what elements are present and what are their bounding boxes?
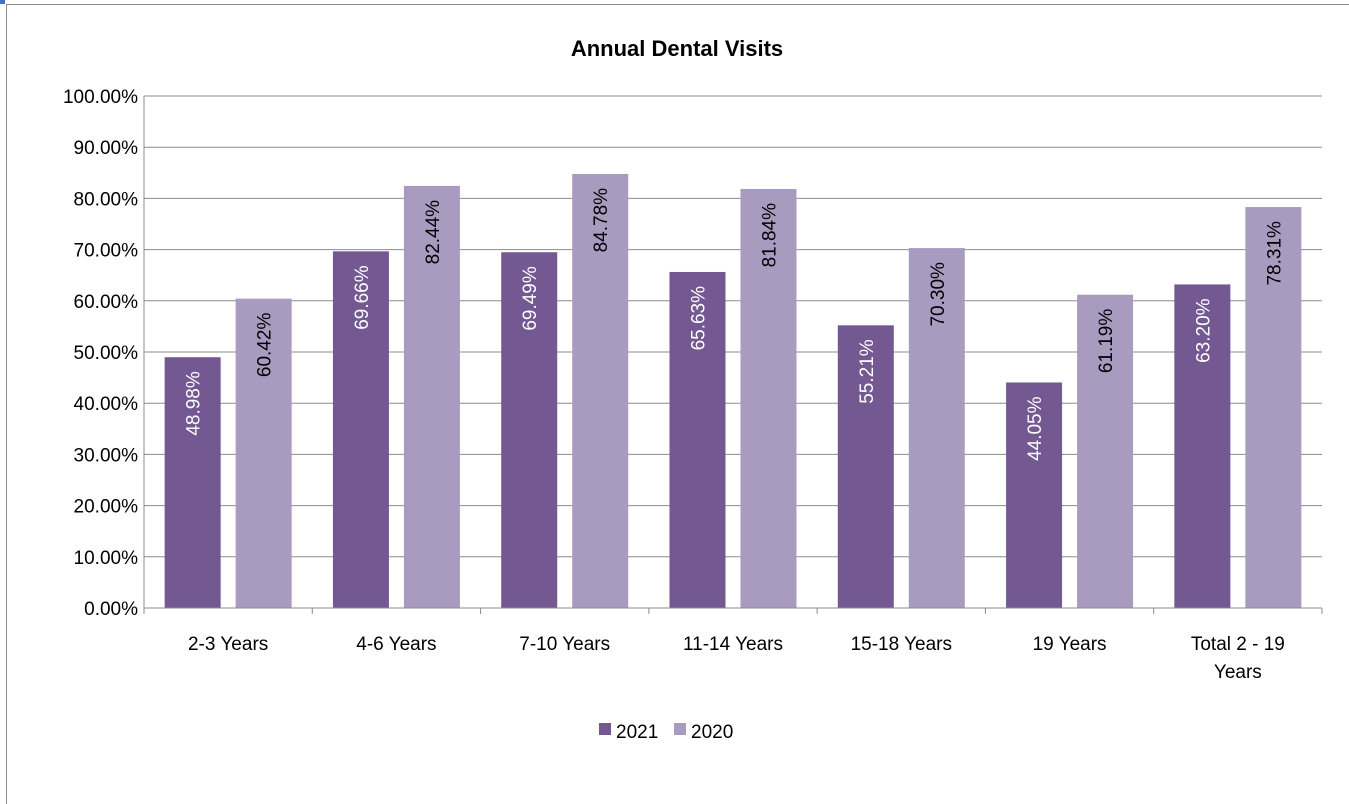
bar-2021: [332, 251, 389, 608]
x-tick-label: 2-3 Years: [188, 634, 268, 655]
x-tick-label: 11-14 Years: [683, 634, 783, 655]
legend-label-2021: 2021: [616, 722, 658, 743]
bar-2021: [1174, 284, 1231, 608]
x-tick-label: 15-18 Years: [851, 634, 952, 655]
data-label-2021: 48.98%: [184, 371, 205, 436]
chart-frame: [6, 4, 1349, 804]
axis-layer: 0.00% 10.00% 20.00% 30.00% 40.00% 50.00% 60.00…: [63, 87, 1323, 683]
legend-swatch-2021: [599, 723, 611, 735]
x-tick-label: 19 Years: [1033, 634, 1107, 655]
bar-2020: [403, 185, 460, 608]
y-tick-label: 50.00%: [74, 343, 139, 364]
y-tick-label: 40.00%: [74, 394, 139, 415]
legend-swatch-2020: [674, 723, 686, 735]
data-label-2020: 81.84%: [760, 203, 781, 268]
data-labels-layer: 48.98% 60.42% 69.66% 82.44% 69.49% 84.78% 65.6…: [184, 188, 1286, 461]
grid-layer: [144, 95, 1322, 609]
bar-2021: [501, 252, 558, 609]
data-label-2021: 65.63%: [689, 286, 710, 351]
data-label-2021: 63.20%: [1193, 298, 1214, 363]
legend-label-2020: 2020: [691, 722, 733, 743]
bar-chart: Annual Dental Visits 48.98% 60.42% 69.66% 8…: [63, 36, 1323, 743]
y-tick-label: 70.00%: [74, 241, 139, 262]
x-tick-label: Total 2 - 19 Years: [1191, 634, 1285, 683]
data-label-2020: 84.78%: [591, 188, 612, 253]
bar-2020: [235, 298, 292, 608]
bar-2021: [837, 325, 894, 608]
data-label-2021: 69.66%: [352, 265, 373, 330]
data-label-2020: 61.19%: [1096, 309, 1117, 374]
data-label-2021: 55.21%: [857, 339, 878, 404]
data-label-2020: 60.42%: [255, 313, 276, 378]
bar-2021: [1006, 382, 1063, 608]
chart-title: Annual Dental Visits: [571, 36, 783, 61]
y-tick-label: 10.00%: [74, 548, 139, 569]
corner-mark: [0, 0, 5, 4]
y-tick-label: 20.00%: [74, 497, 139, 518]
x-tick-label: 4-6 Years: [356, 634, 436, 655]
bar-2021: [669, 271, 726, 608]
y-tick-label: 60.00%: [74, 292, 139, 313]
y-tick-label: 0.00%: [84, 599, 138, 620]
data-label-2020: 82.44%: [423, 200, 444, 265]
data-label-2021: 69.49%: [520, 266, 541, 331]
legend: 2021 2020: [599, 722, 733, 743]
y-tick-label: 30.00%: [74, 445, 139, 466]
bar-2021: [164, 357, 221, 608]
x-tick-label: 7-10 Years: [519, 634, 610, 655]
y-tick-label: 100.00%: [63, 87, 138, 108]
data-label-2020: 70.30%: [928, 262, 949, 327]
bar-2020: [1077, 294, 1134, 608]
bar-2020: [908, 248, 965, 608]
data-label-2020: 78.31%: [1264, 221, 1285, 286]
y-tick-label: 80.00%: [74, 189, 139, 210]
y-tick-label: 90.00%: [74, 138, 139, 159]
data-label-2021: 44.05%: [1025, 396, 1046, 461]
bar-2020: [572, 173, 629, 609]
bar-2020: [740, 188, 797, 609]
bars-layer: [164, 173, 1302, 609]
bar-2020: [1245, 207, 1302, 608]
